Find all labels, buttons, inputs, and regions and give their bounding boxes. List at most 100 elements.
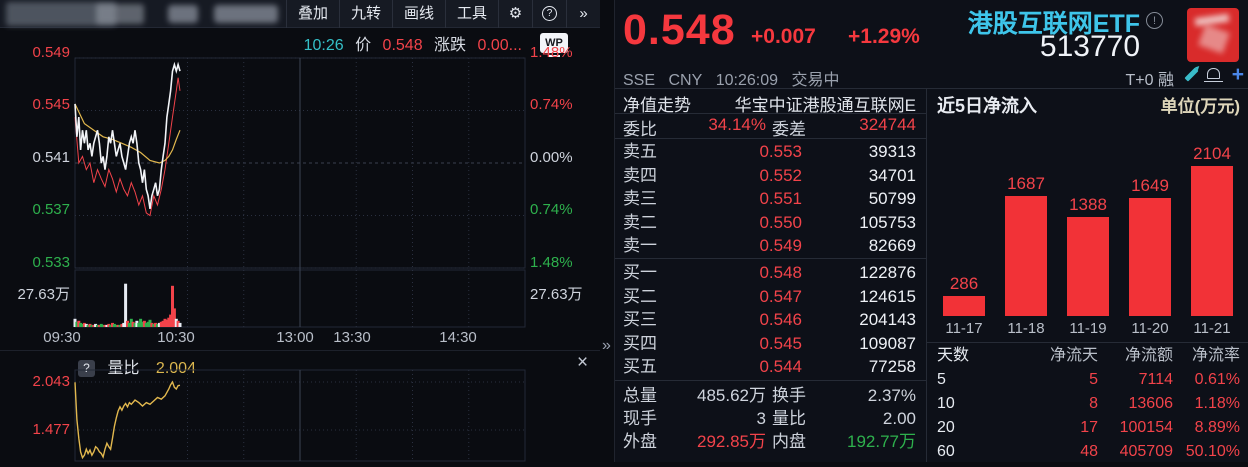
- time-tick: 09:30: [43, 329, 81, 346]
- fund-name-link[interactable]: 华宝中证港股通互联网E: [734, 96, 916, 115]
- flow-bar-value: 2104: [1193, 144, 1231, 163]
- flow-dates: 11-17 11-18 11-19 11-20 11-21: [927, 320, 1248, 337]
- flow-table-row: 10 8 13606 1.18%: [927, 392, 1248, 416]
- order-level-label: 买一: [623, 263, 657, 282]
- order-volume: 82669: [868, 236, 916, 255]
- redacted-toolbar-button[interactable]: [213, 4, 278, 23]
- diff-value: 324744: [859, 115, 916, 134]
- buy-row[interactable]: 买五 0.544 77258: [615, 355, 926, 379]
- toolbar-button[interactable]: 工具: [444, 0, 498, 28]
- redacted-toolbar-button[interactable]: [167, 4, 198, 23]
- last-price: 0.548: [623, 6, 736, 54]
- redacted-glyph: [1194, 13, 1230, 27]
- order-price: 0.547: [759, 286, 802, 306]
- expand-chevron-icon[interactable]: »: [602, 337, 611, 354]
- flow-bar-value: 1687: [1007, 174, 1045, 193]
- intraday-price-chart[interactable]: [0, 30, 614, 350]
- indicator-header: ? 量比 2.004: [78, 354, 196, 378]
- nav-tab-nav-trend[interactable]: 净值走势: [623, 96, 691, 115]
- edit-pencil-icon[interactable]: [1184, 67, 1199, 82]
- flow-cell: 50.10%: [1185, 443, 1240, 460]
- order-price: 0.544: [759, 357, 802, 376]
- flow-bar-group: 2104: [1187, 144, 1237, 316]
- alert-bell-icon[interactable]: [1204, 68, 1223, 82]
- volume-ratio-chart[interactable]: [0, 350, 614, 462]
- close-indicator-icon[interactable]: ×: [577, 352, 589, 373]
- commission-ratio-row: 委比 34.14% 委差 324744: [615, 115, 926, 139]
- flow-header-cell: 天数: [937, 347, 970, 364]
- stat-label: 量比: [772, 409, 806, 428]
- flow-date: 11-18: [1007, 320, 1045, 337]
- order-volume: 109087: [859, 333, 916, 353]
- info-icon[interactable]: !: [1146, 12, 1163, 29]
- toolbar-button[interactable]: 画线: [391, 0, 445, 28]
- buy-levels: 买一 0.548 122876 买二 0.547 124615 买三 0.546 204143 买…: [615, 261, 926, 379]
- volume-axis-right: 27.63万: [530, 286, 583, 303]
- change-label: 涨跌: [434, 37, 467, 54]
- buy-row[interactable]: 买三 0.546 204143: [615, 308, 926, 332]
- flow-cell: 405709: [1119, 443, 1173, 460]
- readout-change: 0.00...: [477, 37, 522, 54]
- indicator-help-icon[interactable]: ?: [78, 360, 95, 378]
- price-change-percent: +1.29%: [848, 25, 920, 48]
- flow-cell: 17: [1080, 419, 1098, 436]
- order-level-label: 买四: [623, 333, 657, 353]
- help-icon[interactable]: ?: [532, 0, 566, 28]
- trade-icon[interactable]: [1187, 8, 1239, 62]
- sell-row[interactable]: 卖一 0.549 82669: [615, 234, 926, 258]
- price-tick: 0.533: [32, 254, 70, 271]
- price-label: 价: [355, 37, 372, 54]
- toolbar-button[interactable]: 叠加: [285, 0, 339, 28]
- currency-label: CNY: [668, 72, 703, 89]
- flow-bar: [1191, 166, 1233, 316]
- sell-row[interactable]: 卖三 0.551 50799: [615, 187, 926, 211]
- flow-bar-group: 1687: [1001, 174, 1051, 316]
- quote-panel: 0.548 +0.007 +1.29% 港股互联网ETF ! 513770 SS…: [614, 0, 1248, 462]
- ratio-label: 委比: [623, 120, 657, 139]
- stat-value: 292.85万: [697, 432, 766, 451]
- order-book: 净值走势 华宝中证港股通互联网E 委比 34.14% 委差 324744 卖五 0…: [615, 88, 926, 462]
- settings-gear-icon[interactable]: ⚙: [498, 0, 532, 28]
- stat-label: 换手: [772, 386, 806, 405]
- order-level-label: 卖四: [623, 165, 657, 185]
- stat-label: 内盘: [772, 432, 806, 451]
- exchange-label: SSE: [623, 72, 656, 89]
- sell-row[interactable]: 卖五 0.553 39313: [615, 140, 926, 164]
- more-tools-icon[interactable]: »: [566, 0, 600, 28]
- divider: [615, 88, 1248, 89]
- stat-label: 现手: [623, 409, 657, 428]
- order-volume: 105753: [859, 212, 916, 232]
- indicator-name[interactable]: 量比: [107, 360, 140, 377]
- sell-row[interactable]: 卖二 0.550 105753: [615, 211, 926, 235]
- stat-label: 外盘: [623, 432, 657, 451]
- sell-row[interactable]: 卖四 0.552 34701: [615, 164, 926, 188]
- divider: [615, 380, 926, 381]
- buy-row[interactable]: 买一 0.548 122876: [615, 261, 926, 285]
- flow-header-cell: 净流天: [1049, 347, 1098, 364]
- wp-badge-icon[interactable]: WP: [540, 33, 568, 57]
- security-name[interactable]: 港股互联网ETF: [967, 10, 1140, 38]
- price-tick: 0.541: [32, 149, 70, 166]
- add-watchlist-icon[interactable]: +: [1231, 63, 1244, 86]
- divider: [926, 88, 927, 462]
- time-tick: 13:00: [276, 329, 314, 346]
- flow-cell: 48: [1080, 443, 1098, 460]
- toolbar-button[interactable]: 九转: [338, 0, 392, 28]
- order-level-label: 卖二: [623, 212, 657, 232]
- order-level-label: 买五: [623, 357, 657, 376]
- percent-tick: 1.48%: [530, 254, 573, 271]
- flow-header-cell: 净流额: [1124, 347, 1173, 364]
- flow-bar-value: 1649: [1131, 176, 1169, 195]
- stat-value: 2.00: [882, 409, 916, 428]
- flow-cell: 0.61%: [1194, 371, 1240, 388]
- flow-cell: 13606: [1128, 395, 1174, 412]
- order-price: 0.552: [759, 165, 802, 185]
- flow-header-cell: 净流率: [1191, 347, 1240, 364]
- flow-bar: [1129, 198, 1171, 316]
- security-code: 513770: [1039, 30, 1140, 63]
- flow-unit: 单位(万元): [1160, 97, 1240, 116]
- buy-row[interactable]: 买二 0.547 124615: [615, 285, 926, 309]
- stat-value: 2.37%: [867, 386, 916, 405]
- indicator-tick: 1.477: [32, 421, 70, 438]
- buy-row[interactable]: 买四 0.545 109087: [615, 332, 926, 356]
